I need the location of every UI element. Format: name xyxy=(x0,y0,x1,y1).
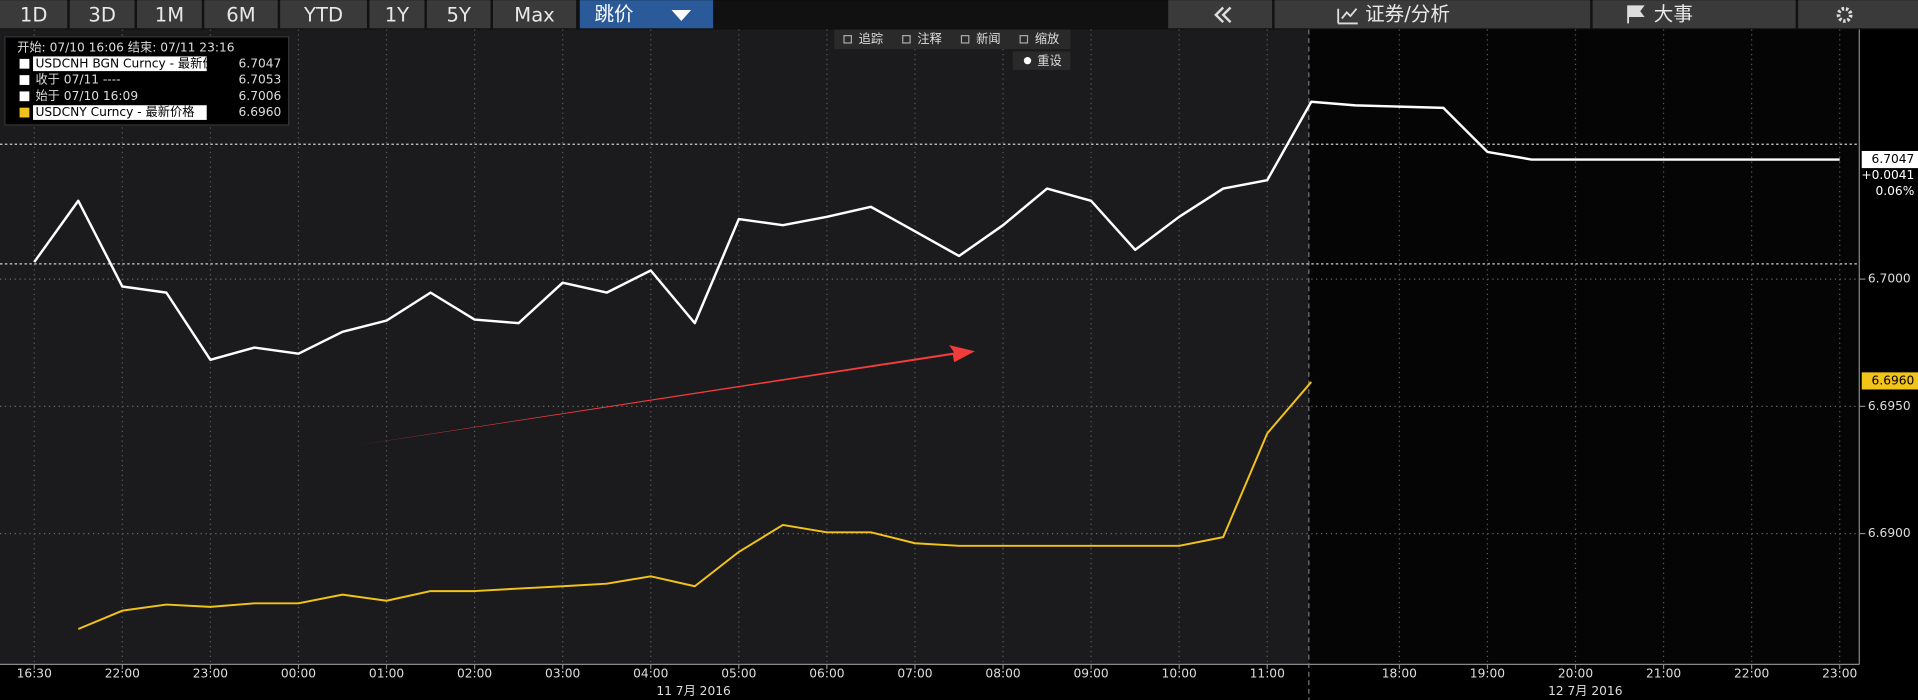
settings-button[interactable] xyxy=(1798,0,1918,29)
legend-label: USDCNY Curncy - 最新价格 xyxy=(35,104,194,119)
period-button[interactable] xyxy=(280,0,367,29)
x-tick-label: 21:00 xyxy=(1646,667,1681,681)
x-tick-label: 01:00 xyxy=(369,667,404,681)
x-tick-label: 23:00 xyxy=(1822,667,1857,681)
x-tick-label: 09:00 xyxy=(1073,667,1108,681)
y-tick-label: 6.6900 xyxy=(1868,526,1911,540)
grid xyxy=(0,29,1866,670)
last-price-tag xyxy=(1861,372,1918,390)
reset-icon xyxy=(1023,57,1032,65)
net-change: +0.0041 xyxy=(1861,168,1914,182)
x-tick-label: 00:00 xyxy=(281,667,316,681)
x-tick-label: 05:00 xyxy=(721,667,756,681)
legend-swatch xyxy=(19,58,30,69)
x-tick-label: 03:00 xyxy=(545,667,580,681)
series-layer xyxy=(33,100,1840,630)
period-button[interactable] xyxy=(204,0,278,29)
x-tick-label: 10:00 xyxy=(1162,667,1197,681)
chart-tool[interactable]: 注释 xyxy=(917,31,941,46)
period-label[interactable]: 5Y xyxy=(447,4,471,27)
mode-button[interactable] xyxy=(579,0,714,29)
x-tick-label: 19:00 xyxy=(1470,667,1505,681)
reset-bg[interactable] xyxy=(1012,51,1071,70)
pct-change: 0.06% xyxy=(1876,184,1915,198)
tool-icon xyxy=(1019,35,1029,44)
period-label[interactable]: 6M xyxy=(226,4,255,27)
x-tick-label: 18:00 xyxy=(1382,667,1417,681)
chart-tools-bg xyxy=(834,29,1071,50)
x-tick-label: 08:00 xyxy=(985,667,1020,681)
last-price: 6.6960 xyxy=(1872,373,1915,387)
period-label[interactable]: 1D xyxy=(20,4,48,27)
legend-label: 收于 07/11 ---- xyxy=(35,73,120,87)
legend-value: 6.6960 xyxy=(239,105,282,119)
period-label[interactable]: 1Y xyxy=(385,4,409,27)
last-price-tag xyxy=(1861,150,1918,169)
period-label[interactable]: YTD xyxy=(303,4,343,27)
legend-value: 6.7053 xyxy=(239,73,282,87)
legend-value: 6.7047 xyxy=(239,56,282,70)
x-tick-label: 22:00 xyxy=(1734,667,1769,681)
x-tick-label: 11:00 xyxy=(1250,667,1285,681)
tool-icon xyxy=(843,35,852,44)
flag-icon xyxy=(1627,5,1645,24)
back-icon xyxy=(1214,6,1232,24)
date-label: 11 7月 2016 xyxy=(656,684,730,698)
y-tick-label: 6.6950 xyxy=(1868,399,1911,413)
x-tick-label: 07:00 xyxy=(897,667,932,681)
x-tick-label: 06:00 xyxy=(809,667,844,681)
chart-tool[interactable]: 新闻 xyxy=(976,31,1000,46)
events-button[interactable] xyxy=(1592,0,1796,29)
x-tick-label: 16:30 xyxy=(17,667,52,681)
legend-swatch xyxy=(19,91,30,102)
tool-icon xyxy=(902,35,911,44)
chart-tool[interactable]: 缩放 xyxy=(1035,31,1059,46)
reset-label[interactable]: 重设 xyxy=(1037,54,1061,68)
x-tick-label: 23:00 xyxy=(193,667,228,681)
tool-icon xyxy=(960,35,970,44)
analysis-label[interactable]: 证券/分析 xyxy=(1365,2,1450,25)
legend-swatch xyxy=(19,75,30,85)
legend-highlight xyxy=(33,105,207,120)
mode-label[interactable]: 跳价 xyxy=(594,2,633,25)
events-label[interactable]: 大事 xyxy=(1654,2,1693,25)
period-button[interactable] xyxy=(0,0,68,29)
dropdown-icon xyxy=(671,9,692,21)
range-label: 开始: 07/10 16:06 结束: 07/11 23:16 xyxy=(17,40,234,54)
chart-tool[interactable]: 追踪 xyxy=(859,31,883,46)
legend-label: 始于 07/10 16:09 xyxy=(35,89,138,103)
period-button[interactable] xyxy=(137,0,202,29)
back-button[interactable] xyxy=(1168,0,1273,29)
legend-swatch xyxy=(19,107,30,118)
x-tick-label: 22:00 xyxy=(105,667,140,681)
x-tick-label: 02:00 xyxy=(457,667,492,681)
settings-icon xyxy=(1836,6,1853,23)
period-label[interactable]: Max xyxy=(514,4,554,27)
period-button[interactable] xyxy=(492,0,577,29)
legend-label: USDCNH BGN Curncy - 最新价格 xyxy=(35,55,226,70)
analysis-icon xyxy=(1337,8,1358,25)
after-hours-area xyxy=(1308,29,1860,665)
date-label: 12 7月 2016 xyxy=(1548,684,1622,698)
legend-highlight xyxy=(33,56,207,72)
series-line xyxy=(33,100,1840,362)
last-price: 6.7047 xyxy=(1872,152,1915,166)
legend-value: 6.7006 xyxy=(239,89,282,103)
x-tick-label: 20:00 xyxy=(1558,667,1593,681)
series-line xyxy=(77,381,1313,630)
period-button[interactable] xyxy=(369,0,425,29)
period-label[interactable]: 3D xyxy=(88,4,116,27)
analysis-button[interactable] xyxy=(1274,0,1591,29)
y-tick-label: 6.7000 xyxy=(1868,272,1911,286)
period-button[interactable] xyxy=(426,0,491,29)
period-button[interactable] xyxy=(69,0,135,29)
period-label[interactable]: 1M xyxy=(155,4,184,27)
x-tick-label: 04:00 xyxy=(633,667,668,681)
